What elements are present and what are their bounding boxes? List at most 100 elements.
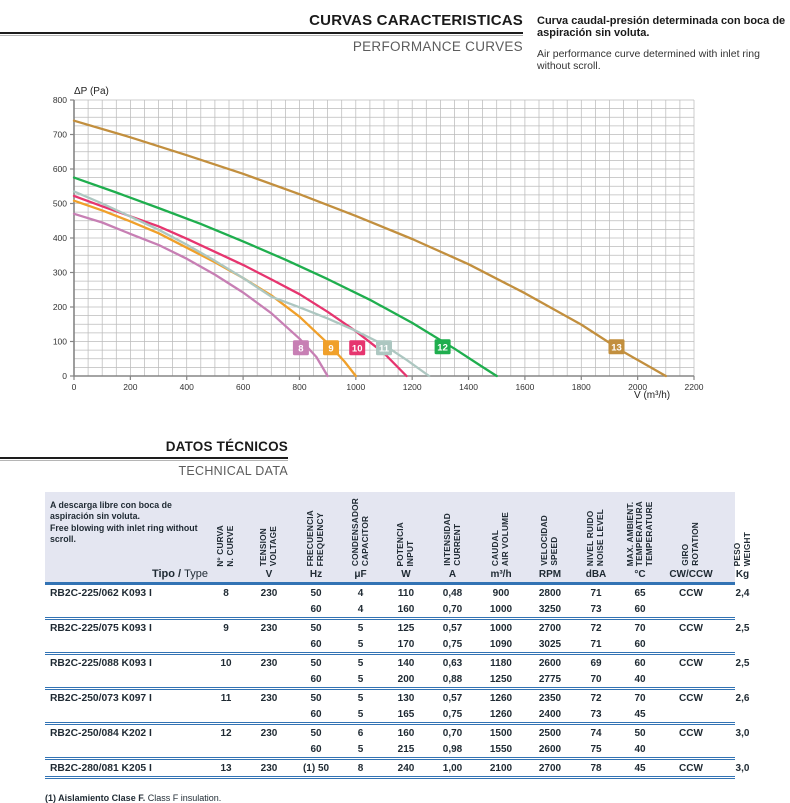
table-row: RB2C-225/062 K093 I 8 230 50 4 110 0,48 900 2800… <box>45 585 749 601</box>
cell-rotation <box>662 706 720 722</box>
cell-current: 0,98 <box>442 743 463 755</box>
cell-type: RB2C-225/088 K093 I <box>50 657 152 669</box>
y-tick-label: 400 <box>53 233 67 243</box>
x-tick-label: 0 <box>72 382 77 392</box>
page-title-es: CURVAS CARACTERISTICAS <box>309 12 523 29</box>
table-row: 60 4 160 0,70 1000 3250 73 60 <box>45 601 735 617</box>
x-tick-label: 2000 <box>628 382 647 392</box>
cell-speed: 2700 <box>538 762 562 774</box>
cell-rotation: CCW <box>679 762 703 774</box>
table-footnote: (1) Aislamiento Clase F. Class F insulat… <box>45 793 790 803</box>
cell-temperature: 45 <box>634 708 646 720</box>
cell-power: 160 <box>397 603 415 615</box>
x-tick-label: 1000 <box>346 382 365 392</box>
cell-temperature: 70 <box>634 622 646 634</box>
column-header-temperature: MAX. AMBIENT. TEMPERATURA TEMPERATURE °C <box>618 498 662 582</box>
cell-speed: 3025 <box>538 638 562 650</box>
cell-current: 1,00 <box>442 762 463 774</box>
column-header-weight: PESO WEIGHT Kg <box>720 498 765 582</box>
cell-curve: 9 <box>223 622 229 634</box>
column-unit: A <box>448 569 457 581</box>
column-unit: RPM <box>538 569 562 581</box>
cell-type <box>45 601 208 617</box>
cell-type: RB2C-250/084 K202 I <box>50 727 152 739</box>
cell-noise: 69 <box>590 657 602 669</box>
column-unit: °C <box>634 569 646 581</box>
y-tick-label: 0 <box>62 371 67 381</box>
column-unit: V <box>265 569 273 581</box>
column-header-line: NOISE LEVEL <box>595 509 605 567</box>
cell-power: 160 <box>397 727 415 739</box>
y-axis-label: ΔP (Pa) <box>74 86 109 97</box>
cell-voltage <box>244 671 294 687</box>
column-unit: W <box>401 569 411 581</box>
cell-noise: 73 <box>590 603 602 615</box>
cell-temperature: 50 <box>634 727 646 739</box>
cell-rotation <box>662 671 720 687</box>
table-row: RB2C-250/084 K202 I 12 230 50 6 160 0,70 1500 25… <box>45 722 749 741</box>
cell-rotation <box>662 741 720 757</box>
cell-air-volume: 1500 <box>489 727 513 739</box>
cell-power: 170 <box>397 638 415 650</box>
cell-voltage: 230 <box>260 762 278 774</box>
cell-air-volume: 1000 <box>489 622 513 634</box>
cell-voltage <box>244 741 294 757</box>
cell-temperature: 40 <box>634 673 646 685</box>
cell-capacitor: 4 <box>357 603 364 615</box>
cell-noise: 71 <box>590 638 602 650</box>
column-header-voltage: TENSION VOLTAGE V <box>244 498 294 582</box>
cell-power: 110 <box>397 587 415 599</box>
column-header-line: FREQUENCY <box>315 512 325 567</box>
cell-speed: 2775 <box>538 673 562 685</box>
curve-label-11: 11 <box>376 340 392 356</box>
cell-curve: 13 <box>220 762 232 774</box>
cell-speed: 2700 <box>538 622 562 634</box>
x-axis-label: V (m³/h) <box>634 390 671 401</box>
cell-frequency: 60 <box>310 708 322 720</box>
cell-noise: 73 <box>590 708 602 720</box>
cell-weight: 3,0 <box>735 727 750 739</box>
cell-power: 140 <box>397 657 415 669</box>
cell-speed: 2600 <box>538 743 562 755</box>
table-body: RB2C-225/062 K093 I 8 230 50 4 110 0,48 900 2800… <box>45 585 749 780</box>
cell-frequency: 60 <box>310 673 322 685</box>
svg-text:11: 11 <box>379 343 390 354</box>
cell-speed: 2600 <box>538 657 562 669</box>
section2-rule <box>0 457 288 459</box>
x-tick-label: 600 <box>236 382 250 392</box>
cell-noise: 75 <box>590 743 602 755</box>
curve-label-13: 13 <box>608 339 625 355</box>
cell-curve <box>208 741 244 757</box>
column-header-line: TEMPERATURE <box>643 501 654 567</box>
x-tick-label: 1400 <box>459 382 478 392</box>
cell-weight: 3,0 <box>735 762 750 774</box>
description-en: Air performance curve determined with in… <box>537 48 760 72</box>
section2-rule-shadow <box>0 460 288 461</box>
table-row: 60 5 170 0,75 1090 3025 71 60 <box>45 636 735 652</box>
cell-voltage: 230 <box>260 727 278 739</box>
cell-noise: 72 <box>590 692 602 704</box>
svg-text:9: 9 <box>328 343 333 354</box>
cell-curve: 8 <box>223 587 229 599</box>
cell-power: 215 <box>397 743 415 755</box>
cell-power: 165 <box>397 708 415 720</box>
cell-voltage <box>244 601 294 617</box>
performance-chart-svg: 0 200 400 600 800 1000 1200 1400 1600 1800 2000 220… <box>53 95 704 392</box>
column-header-current: INTENSIDAD CURRENT A <box>429 498 476 582</box>
cell-curve <box>208 636 244 652</box>
y-tick-label: 600 <box>53 164 67 174</box>
column-header-line: WEIGHT <box>741 531 752 567</box>
table-note: A descarga libre con boca de aspiración … <box>45 498 208 545</box>
cell-speed: 2800 <box>538 587 562 599</box>
technical-data-titles: DATOS TÉCNICOS TECHNICAL DATA <box>0 439 288 478</box>
cell-air-volume: 1180 <box>490 657 512 669</box>
column-unit: Hz <box>309 569 323 581</box>
cell-weight <box>720 636 765 652</box>
cell-curve <box>208 706 244 722</box>
cell-curve: 11 <box>220 692 232 704</box>
cell-curve <box>208 671 244 687</box>
curve-label-8: 8 <box>292 340 309 356</box>
cell-air-volume: 1260 <box>489 692 513 704</box>
cell-rotation: CCW <box>679 727 703 739</box>
cell-temperature: 60 <box>634 657 646 669</box>
